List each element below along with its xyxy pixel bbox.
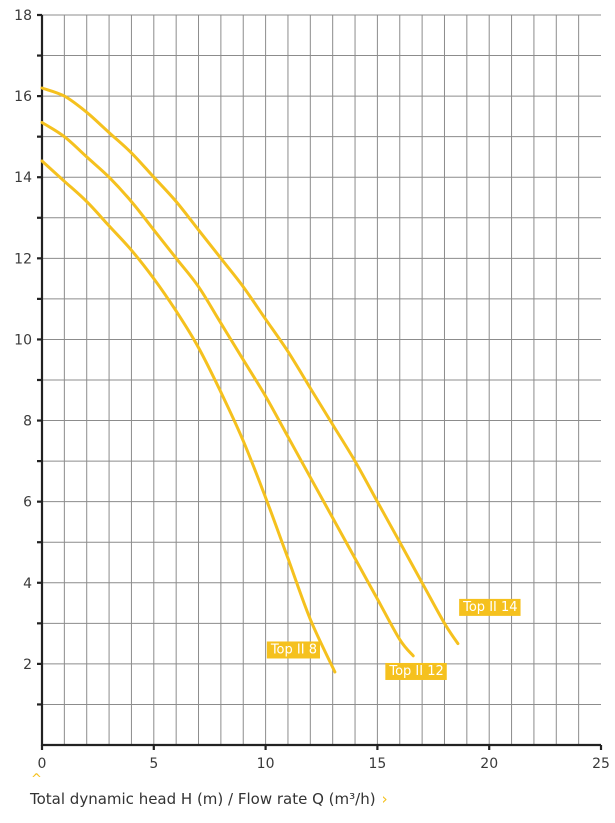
curve-label-text: Top II 14 — [462, 600, 517, 615]
y-tick-label: 12 — [14, 251, 32, 267]
y-tick-label: 6 — [23, 495, 32, 511]
series-top-ii-8 — [40, 159, 337, 674]
x-tick-label: 10 — [257, 756, 275, 772]
x-tick-label: 25 — [592, 756, 610, 772]
series-top-ii-14 — [40, 86, 460, 646]
axis-caption-text: Total dynamic head H (m) / Flow rate Q (… — [30, 790, 376, 808]
x-tick-label: 5 — [149, 756, 158, 772]
axis-caption: Total dynamic head H (m) / Flow rate Q (… — [30, 790, 388, 808]
curve-label: Top II 8 — [266, 641, 320, 659]
x-tick-label: 0 — [38, 756, 47, 772]
y-tick-label: 16 — [14, 89, 32, 105]
y-tick-label: 4 — [23, 576, 32, 592]
curve-label-box — [266, 641, 320, 659]
x-tick-label: 15 — [368, 756, 386, 772]
series-top-ii-12 — [40, 121, 415, 658]
y-tick-label: 14 — [14, 170, 32, 186]
y-tick-labels: 2 4 6 8 10 12 14 16 18 — [14, 8, 32, 673]
x-tick-labels: 0 5 10 15 20 25 — [38, 756, 610, 772]
chevron-right-icon: › — [381, 790, 388, 808]
x-tick-label: 20 — [480, 756, 498, 772]
y-tick-label: 8 — [23, 414, 32, 430]
curve-label: Top II 14 — [459, 598, 521, 616]
y-tick-label: 10 — [14, 332, 32, 348]
curve-labels: Top II 8 Top II 12 Top II 14 — [266, 598, 521, 680]
up-arrow-icon: ^ — [31, 772, 42, 787]
curve-label-box — [459, 598, 521, 616]
y-tick-label: 2 — [23, 657, 32, 673]
grid — [42, 14, 601, 745]
y-tick-label: 18 — [14, 8, 32, 24]
curves — [40, 86, 460, 674]
curve-label-text: Top II 12 — [388, 664, 443, 679]
curve-label: Top II 12 — [385, 662, 447, 680]
curve-label-text: Top II 8 — [270, 642, 317, 657]
axes — [37, 13, 603, 750]
curve-label-box — [385, 662, 447, 680]
